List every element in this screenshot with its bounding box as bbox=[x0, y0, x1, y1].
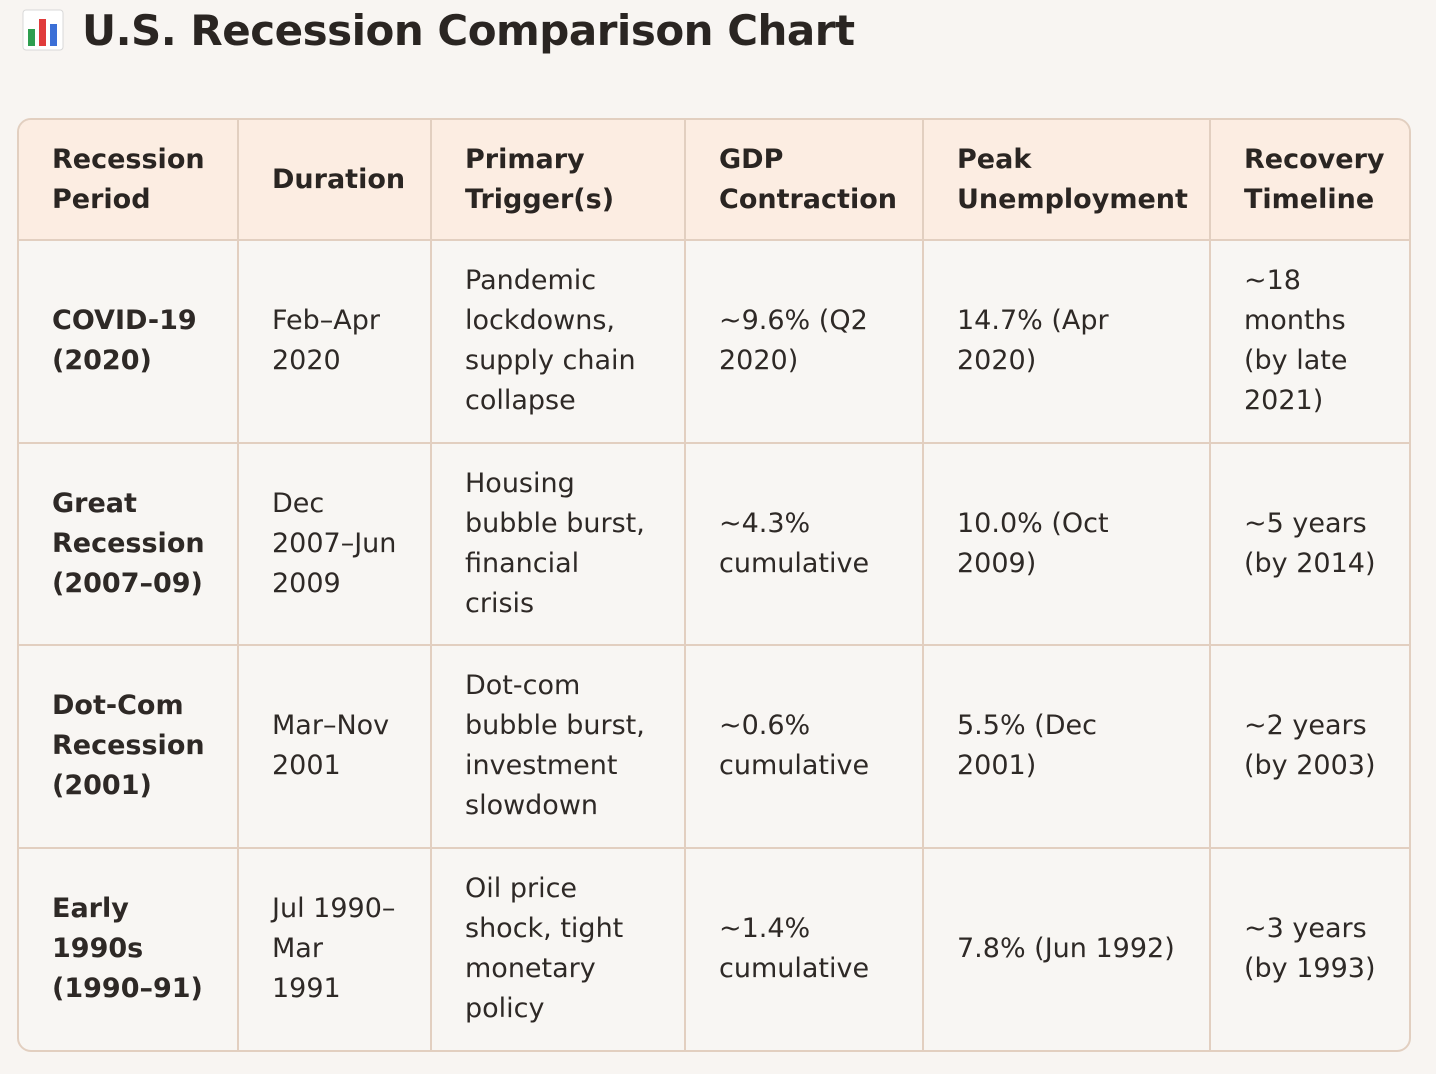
cell-recovery-timeline: ~3 years (by 1993) bbox=[1209, 846, 1409, 1050]
recession-table-container: Recession Period Duration Primary Trigge… bbox=[17, 118, 1411, 1052]
cell-peak-unemployment: 14.7% (Apr 2020) bbox=[922, 239, 1211, 444]
cell-primary-trigger: Housing bubble burst, financial crisis bbox=[430, 441, 686, 646]
cell-primary-trigger: Pandemic lockdowns, supply chain collaps… bbox=[430, 239, 686, 444]
cell-recession-period: Early 1990s (1990–91) bbox=[19, 846, 239, 1050]
cell-recession-period: Great Recession (2007–09) bbox=[19, 441, 239, 646]
column-header-duration: Duration bbox=[237, 120, 432, 241]
bar-chart-icon bbox=[22, 9, 64, 51]
column-header-gdp-contraction: GDP Contraction bbox=[684, 120, 924, 241]
table-row: Great Recession (2007–09) Dec 2007–Jun 2… bbox=[19, 441, 1409, 646]
cell-duration: Jul 1990–Mar 1991 bbox=[237, 846, 432, 1050]
cell-primary-trigger: Dot-com bubble burst, investment slowdow… bbox=[430, 644, 686, 849]
table-row: Dot-Com Recession (2001) Mar–Nov 2001 Do… bbox=[19, 644, 1409, 849]
column-header-recovery-timeline: Recovery Timeline bbox=[1209, 120, 1409, 241]
cell-recovery-timeline: ~18 months (by late 2021) bbox=[1209, 239, 1409, 444]
column-header-peak-unemployment: Peak Unemployment bbox=[922, 120, 1211, 241]
table-row: Early 1990s (1990–91) Jul 1990–Mar 1991 … bbox=[19, 846, 1409, 1050]
page-title: U.S. Recession Comparison Chart bbox=[22, 2, 855, 58]
recession-comparison-table: Recession Period Duration Primary Trigge… bbox=[19, 120, 1409, 1050]
table-header-row: Recession Period Duration Primary Trigge… bbox=[19, 120, 1409, 241]
cell-gdp-contraction: ~0.6% cumulative bbox=[684, 644, 924, 849]
cell-gdp-contraction: ~1.4% cumulative bbox=[684, 846, 924, 1050]
cell-duration: Feb–Apr 2020 bbox=[237, 239, 432, 444]
cell-peak-unemployment: 7.8% (Jun 1992) bbox=[922, 846, 1211, 1050]
column-header-recession-period: Recession Period bbox=[19, 120, 239, 241]
cell-gdp-contraction: ~9.6% (Q2 2020) bbox=[684, 239, 924, 444]
cell-peak-unemployment: 10.0% (Oct 2009) bbox=[922, 441, 1211, 646]
cell-peak-unemployment: 5.5% (Dec 2001) bbox=[922, 644, 1211, 849]
column-header-primary-trigger: Primary Trigger(s) bbox=[430, 120, 686, 241]
cell-duration: Mar–Nov 2001 bbox=[237, 644, 432, 849]
cell-duration: Dec 2007–Jun 2009 bbox=[237, 441, 432, 646]
cell-recovery-timeline: ~5 years (by 2014) bbox=[1209, 441, 1409, 646]
page-title-text: U.S. Recession Comparison Chart bbox=[82, 5, 855, 55]
cell-recession-period: COVID-19 (2020) bbox=[19, 239, 239, 444]
cell-primary-trigger: Oil price shock, tight monetary policy bbox=[430, 846, 686, 1050]
table-row: COVID-19 (2020) Feb–Apr 2020 Pandemic lo… bbox=[19, 239, 1409, 444]
cell-recovery-timeline: ~2 years (by 2003) bbox=[1209, 644, 1409, 849]
cell-recession-period: Dot-Com Recession (2001) bbox=[19, 644, 239, 849]
cell-gdp-contraction: ~4.3% cumulative bbox=[684, 441, 924, 646]
